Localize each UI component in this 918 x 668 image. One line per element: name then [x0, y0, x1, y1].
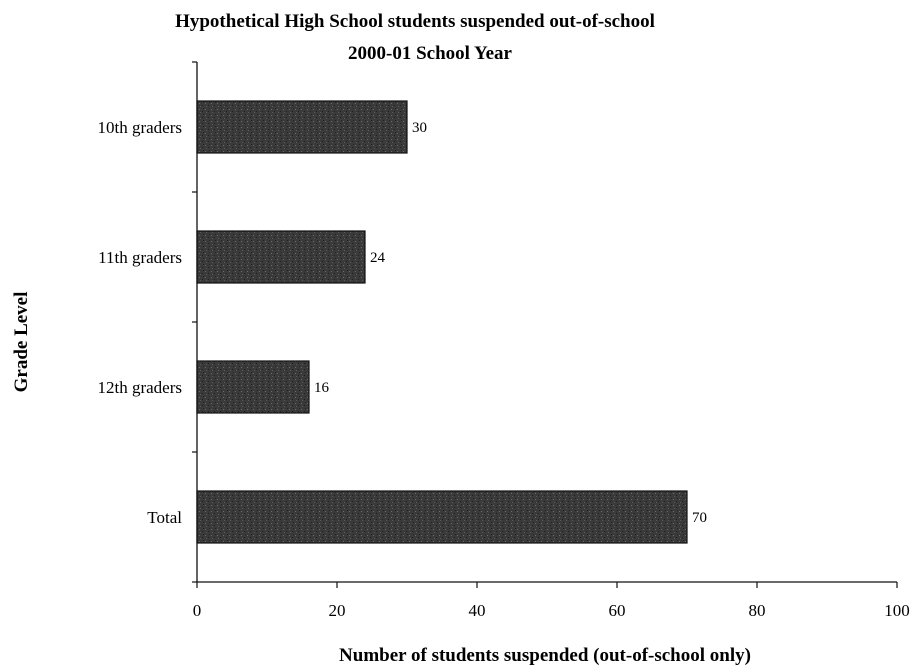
bar [196, 230, 366, 284]
bar [196, 100, 408, 154]
chart-subtitle: 2000-01 School Year [348, 43, 513, 64]
x-tick-label: 40 [469, 601, 486, 620]
data-label: 30 [412, 120, 427, 136]
x-tick-label: 60 [609, 601, 626, 620]
data-label: 16 [314, 380, 330, 396]
data-label: 70 [692, 510, 707, 526]
category-label: 11th graders [98, 248, 182, 267]
x-tick-label: 80 [749, 601, 766, 620]
x-tick-label: 20 [329, 601, 346, 620]
x-tick-label: 100 [884, 601, 910, 620]
category-label: Total [147, 508, 182, 527]
chart-title: Hypothetical High School students suspen… [175, 11, 655, 32]
category-label: 10th graders [97, 118, 182, 137]
y-axis-title: Grade Level [11, 292, 32, 393]
bar [196, 490, 688, 544]
data-label: 24 [370, 250, 386, 266]
bar [196, 360, 310, 414]
category-label: 12th graders [97, 378, 182, 397]
plot-area: 0 20 40 60 80 100 10th graders 30 11th graders 24… [97, 61, 910, 620]
x-tick-label: 0 [193, 601, 202, 620]
x-axis-title: Number of students suspended (out-of-sch… [339, 645, 751, 666]
